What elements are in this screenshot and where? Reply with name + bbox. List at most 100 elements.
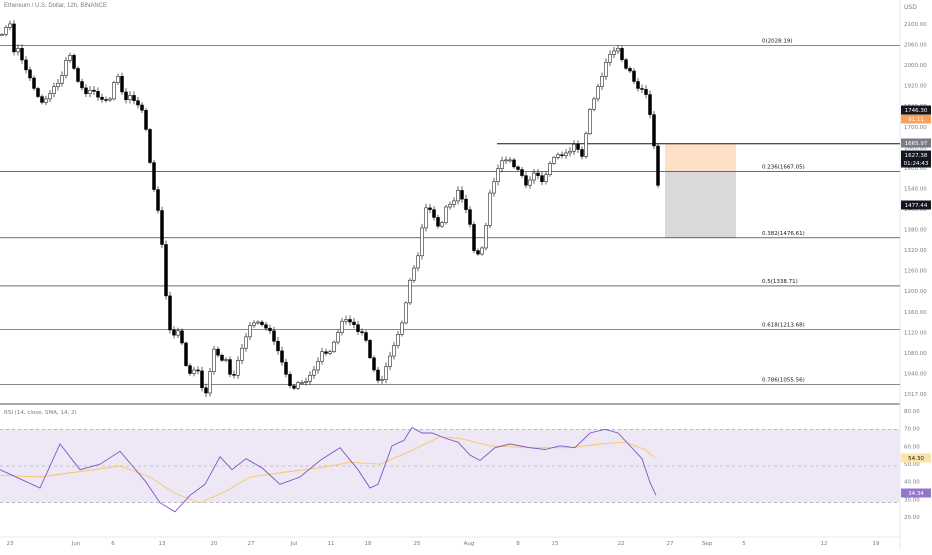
symbol-header: Ethereum / U.S. Dollar, 12h, BINANCE	[4, 3, 108, 9]
candle	[184, 342, 188, 366]
candle	[284, 361, 288, 375]
candle	[252, 322, 256, 326]
price-tick-label: 2000.00	[904, 63, 927, 69]
price-tick-label: 1260.00	[904, 269, 927, 275]
candle	[636, 81, 640, 89]
candle	[500, 160, 504, 169]
candle	[168, 295, 172, 331]
candle	[520, 169, 524, 176]
candle	[256, 321, 260, 324]
candle	[36, 88, 40, 97]
candle	[228, 359, 232, 375]
candle	[396, 334, 400, 346]
candle	[92, 89, 96, 92]
candle	[552, 157, 556, 164]
time-tick-label: 25	[414, 541, 421, 547]
candle	[116, 75, 120, 83]
candle	[576, 143, 580, 150]
candle	[112, 82, 116, 100]
rsi-tick-label: 50.00	[904, 462, 920, 468]
candle	[496, 168, 500, 182]
fib-label-0: 0(2028.19)	[762, 38, 793, 44]
candle	[304, 381, 308, 383]
candle	[420, 227, 424, 257]
candle	[164, 244, 168, 297]
candle	[608, 54, 612, 63]
candle	[536, 172, 540, 176]
price-tick-label: 1380.00	[904, 228, 927, 234]
candle	[644, 89, 648, 95]
price-badge	[901, 150, 931, 160]
candle	[60, 75, 64, 84]
time-tick-label: 11	[328, 541, 335, 547]
price-tick-label: 2060.00	[904, 43, 927, 49]
candle	[288, 374, 292, 386]
candle	[524, 175, 528, 186]
candle	[196, 369, 200, 372]
candle	[268, 327, 272, 332]
candle	[548, 163, 552, 175]
rsi-header: RSI (14, close, SMA, 14, 2)	[4, 410, 77, 416]
candle	[540, 175, 544, 182]
candle	[16, 48, 20, 53]
candle	[624, 59, 628, 69]
position-stop-zone	[665, 171, 736, 238]
price-badge-label: 1627.38	[905, 153, 928, 159]
candle	[352, 321, 356, 325]
candle	[224, 359, 228, 361]
candle	[584, 133, 588, 157]
price-badge	[901, 105, 931, 115]
candle	[512, 159, 516, 168]
candle	[444, 206, 448, 223]
price-tick-label: 1120.00	[904, 330, 927, 336]
rsi-badge-label: 34.34	[908, 491, 924, 497]
candle	[144, 109, 148, 130]
price-tick-label: 2100.00	[904, 22, 927, 28]
candle	[280, 350, 284, 363]
candle	[0, 34, 4, 36]
candle	[132, 95, 136, 101]
candle	[44, 98, 48, 103]
time-tick-label: Aug	[464, 541, 475, 547]
candle	[80, 81, 84, 89]
candle	[460, 190, 464, 200]
candle	[148, 129, 152, 163]
candle	[356, 324, 360, 332]
candle	[212, 348, 216, 372]
fib-label-5: 0.786(1055.56)	[762, 378, 805, 384]
candle	[412, 267, 416, 281]
time-tick-label: 27	[248, 541, 255, 547]
candle	[596, 86, 600, 100]
candle	[592, 98, 596, 110]
price-badge-label: 1665.97	[905, 141, 928, 147]
candle	[276, 340, 280, 352]
price-tick-label: 1700.00	[904, 125, 927, 131]
rsi-ma-line	[0, 436, 657, 504]
candle	[544, 174, 548, 182]
candle	[652, 114, 656, 147]
candle	[344, 319, 348, 322]
candle	[260, 321, 264, 325]
candle	[400, 322, 404, 335]
candle	[484, 225, 488, 249]
candle	[204, 387, 208, 394]
candle	[604, 62, 608, 77]
candle	[28, 69, 32, 79]
price-tick-label: 1040.00	[904, 371, 927, 377]
candle	[192, 369, 196, 374]
candle	[272, 330, 276, 342]
time-tick-label: Jun	[71, 541, 81, 547]
price-tick-label: 1540.00	[904, 186, 927, 192]
candle	[612, 50, 616, 55]
candle	[384, 366, 388, 380]
candle	[572, 143, 576, 152]
price-badge-label: 91.11	[908, 117, 924, 123]
price-tick-label: 1320.00	[904, 248, 927, 254]
candle	[648, 94, 652, 115]
candle	[336, 332, 340, 343]
time-tick-label: 18	[365, 541, 372, 547]
time-tick-label: 19	[873, 541, 880, 547]
candle	[300, 382, 304, 384]
candle	[616, 48, 620, 52]
